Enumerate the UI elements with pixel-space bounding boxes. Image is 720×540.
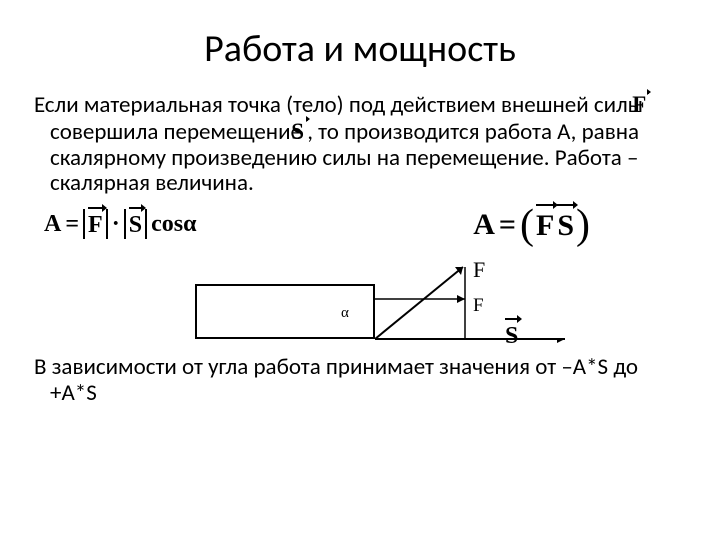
abs-F: F [83, 209, 108, 239]
slide-title: Работа и мощность [30, 26, 690, 72]
formula-cos: cosα [151, 211, 196, 238]
paren-right-icon: ) [576, 201, 590, 249]
paren-left-icon: ( [520, 201, 534, 249]
s-bottom-label: S [505, 321, 518, 350]
vector-s-right-icon: S [557, 207, 574, 243]
vector-f-icon: F [88, 210, 103, 239]
formula-dot: · [112, 211, 120, 238]
formula-A: A [44, 211, 61, 238]
slide: Работа и мощность Если материальная точк… [0, 0, 720, 540]
alpha-label: α [341, 305, 349, 322]
f-top-label: F [473, 257, 485, 283]
formula-right-eq: = [499, 208, 516, 242]
f-right-label: F [473, 295, 484, 317]
vector-s-bottom-icon: S [505, 321, 518, 350]
paragraph-part1: Если материальная точка (тело) под дейст… [34, 91, 648, 119]
force-diagram: α F F S [195, 259, 595, 349]
diagonal-arrow-icon [375, 259, 485, 341]
paragraph: Если материальная точка (тело) под дейст… [46, 92, 690, 197]
formula-left: A = F · S cosα [44, 209, 196, 239]
bottom-paragraph: В зависимости от угла работа принимает з… [46, 355, 690, 407]
paragraph-part2: совершила перемещение [50, 118, 307, 146]
formula-eq: = [65, 211, 79, 238]
formula-right-A: A [473, 208, 495, 242]
formula-right: A = ( F S ) [473, 201, 590, 249]
abs-S: S [124, 209, 147, 239]
vector-s-icon: S [129, 210, 142, 239]
formula-row: A = F · S cosα A = ( F S ) [30, 207, 690, 257]
horizontal-arrow-icon [375, 338, 575, 348]
vector-f-right-icon: F [536, 207, 554, 243]
